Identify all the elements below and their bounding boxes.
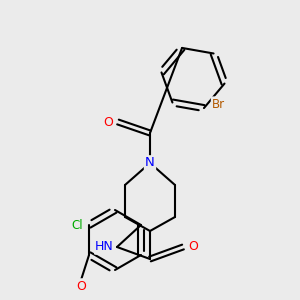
Text: O: O (76, 280, 86, 292)
Text: Br: Br (212, 98, 225, 111)
Text: N: N (145, 157, 155, 169)
Text: Cl: Cl (71, 218, 83, 232)
Text: O: O (103, 116, 113, 128)
Text: O: O (188, 239, 198, 253)
Text: HN: HN (95, 241, 114, 254)
